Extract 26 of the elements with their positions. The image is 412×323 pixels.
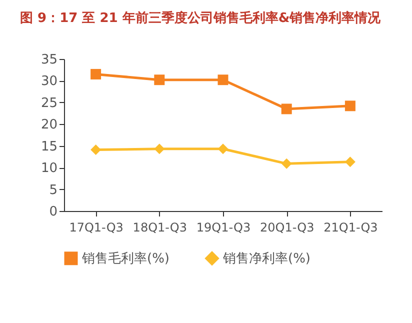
x-tick-label: 18Q1-Q3 — [132, 220, 187, 234]
chart-title: 图 9：17 至 21 年前三季度公司销售毛利率&销售净利率情况 — [20, 10, 382, 26]
point — [90, 68, 102, 80]
point — [344, 156, 356, 168]
point — [281, 158, 292, 169]
y-tick-label: 10 — [40, 161, 58, 176]
point — [154, 74, 165, 86]
y-tick-label: 20 — [40, 118, 58, 133]
point — [281, 104, 292, 114]
x-tick-label: 21Q1-Q3 — [324, 220, 378, 234]
y-tick-label: 30 — [40, 74, 58, 90]
point — [218, 144, 228, 154]
legend-label: 销售毛利率(%) — [81, 250, 170, 266]
y-tick-label: 35 — [40, 52, 58, 68]
x-tick-label: 20Q1-Q3 — [260, 220, 314, 234]
y-tick-label: 0 — [49, 204, 58, 220]
y-tick-label: 25 — [40, 96, 58, 111]
point — [344, 100, 356, 112]
legend-label: 销售净利率(%) — [222, 250, 310, 266]
x-tick-label: 19Q1-Q3 — [196, 220, 251, 234]
point — [154, 144, 165, 154]
y-tick-label: 15 — [40, 139, 58, 154]
x-tick-label: 17Q1-Q3 — [69, 220, 124, 234]
y-tick-label: 5 — [49, 182, 58, 198]
point — [90, 144, 102, 156]
point — [218, 74, 228, 86]
